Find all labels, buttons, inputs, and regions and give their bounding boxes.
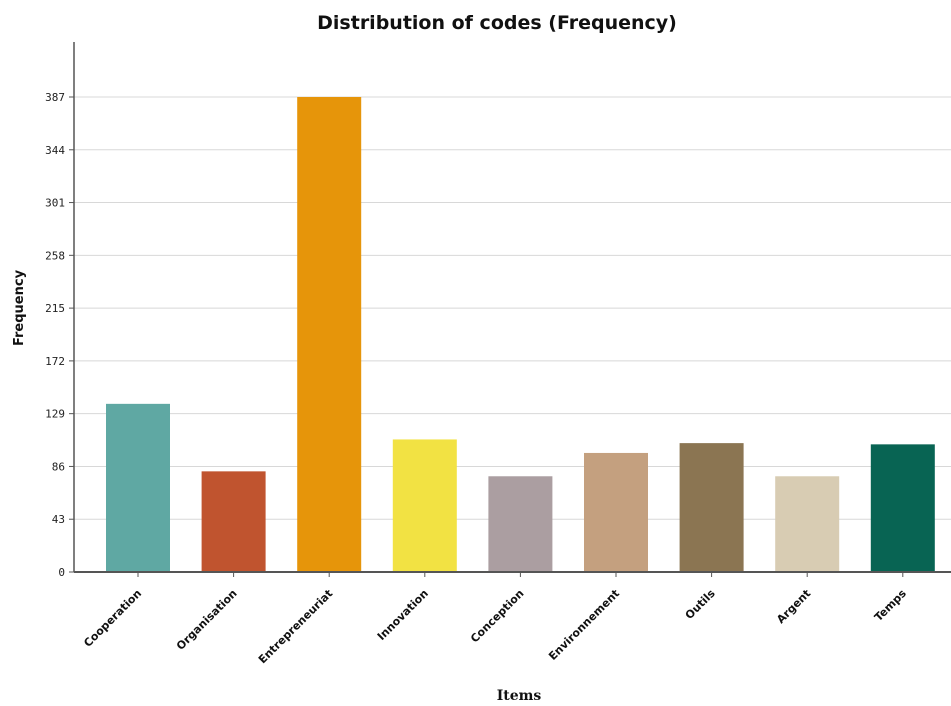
bar-organisation <box>201 471 266 572</box>
y-tick-label: 129 <box>45 408 65 421</box>
x-axis-title: Items <box>497 688 542 704</box>
x-tick-label-temps: Temps <box>872 587 909 624</box>
x-tick-label-organisation: Organisation <box>174 587 240 653</box>
x-tick-label-argent: Argent <box>774 587 813 626</box>
y-tick-label: 43 <box>52 513 65 526</box>
bar-conception <box>488 476 553 572</box>
x-tick-label-conception: Conception <box>468 587 527 646</box>
x-tick-label-outils: Outils <box>683 587 718 622</box>
y-tick-labels: 0 43 86 129 172 215 258 301 344 387 <box>45 91 74 579</box>
x-tick-label-innovation: Innovation <box>375 587 431 643</box>
bar-environnement <box>584 452 648 572</box>
x-tick-label-environnement: Environnement <box>546 587 622 663</box>
y-tick-label: 344 <box>45 144 65 157</box>
chart-title: Distribution of codes (Frequency) <box>317 12 677 34</box>
bar-argent <box>775 476 840 572</box>
x-tick-label-cooperation: Cooperation <box>81 587 144 650</box>
y-tick-label: 0 <box>58 566 65 579</box>
y-tick-label: 258 <box>45 249 65 262</box>
bar-entrepreneuriat <box>297 97 362 572</box>
bar-innovation <box>392 439 457 572</box>
y-tick-label: 387 <box>45 91 65 104</box>
bar-cooperation <box>106 403 170 572</box>
y-axis-title: Frequency <box>12 269 27 346</box>
bar-temps <box>870 444 935 572</box>
grid-lines <box>74 96 951 520</box>
x-tick-labels: Cooperation Organisation Entrepreneuriat In… <box>81 572 909 666</box>
y-tick-label: 172 <box>45 355 65 368</box>
bar-outils <box>679 443 744 572</box>
y-tick-label: 86 <box>52 460 65 473</box>
y-tick-label: 215 <box>45 302 65 315</box>
bars <box>106 97 935 572</box>
y-tick-label: 301 <box>45 197 65 210</box>
x-tick-label-entrepreneuriat: Entrepreneuriat <box>256 587 335 666</box>
